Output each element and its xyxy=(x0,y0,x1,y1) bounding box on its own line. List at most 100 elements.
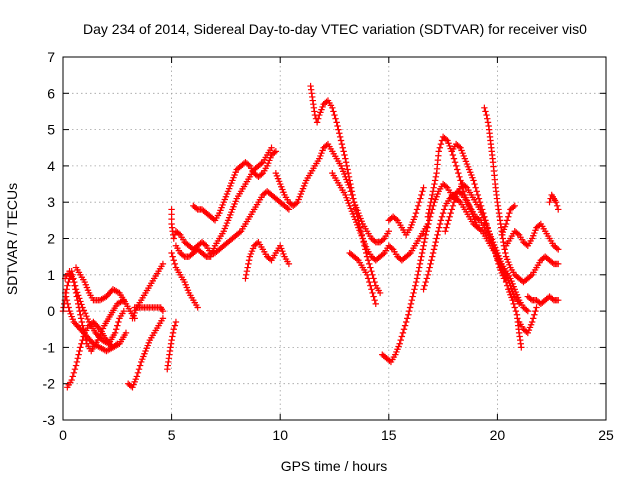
data-point xyxy=(337,137,345,144)
data-point xyxy=(424,271,432,278)
x-tick-label: 15 xyxy=(381,427,397,443)
data-point xyxy=(171,260,179,268)
data-point xyxy=(236,229,243,236)
data-point xyxy=(553,244,560,252)
data-point xyxy=(435,228,442,235)
data-point xyxy=(422,278,429,286)
data-point xyxy=(159,315,167,322)
series-track-17 xyxy=(329,169,432,264)
data-point xyxy=(76,307,83,315)
data-point xyxy=(258,160,265,167)
data-point xyxy=(338,140,346,148)
series-track-28 xyxy=(524,293,562,308)
data-point xyxy=(71,365,79,373)
data-point xyxy=(471,180,478,188)
data-point xyxy=(79,322,86,329)
data-point xyxy=(477,202,485,210)
data-point xyxy=(253,240,261,247)
data-point xyxy=(482,108,489,115)
data-point xyxy=(405,251,413,258)
data-point xyxy=(434,231,441,239)
data-point xyxy=(419,246,427,253)
data-point xyxy=(427,260,434,268)
data-point xyxy=(444,220,451,228)
data-point xyxy=(112,341,120,349)
data-point xyxy=(369,289,376,297)
data-point xyxy=(72,286,79,293)
y-tick-label: 3 xyxy=(47,194,55,210)
y-tick-label: 7 xyxy=(47,49,55,65)
data-point xyxy=(68,376,75,384)
data-point xyxy=(170,326,177,333)
data-point xyxy=(530,315,537,322)
data-point xyxy=(133,373,141,380)
data-point xyxy=(170,257,177,264)
data-point xyxy=(503,217,511,224)
data-point xyxy=(115,318,122,326)
data-point xyxy=(420,286,427,293)
data-point xyxy=(111,329,119,337)
data-point xyxy=(369,271,376,278)
data-point xyxy=(400,326,408,333)
series-track-8 xyxy=(131,304,167,315)
series-track-26 xyxy=(498,202,518,239)
data-point xyxy=(495,260,502,268)
data-point xyxy=(81,310,89,317)
data-point xyxy=(63,286,70,293)
data-point xyxy=(134,369,142,377)
data-point xyxy=(443,224,450,231)
data-point xyxy=(427,199,434,206)
data-point xyxy=(408,297,416,304)
data-point xyxy=(446,213,453,220)
data-point xyxy=(404,315,411,322)
data-point xyxy=(342,155,349,162)
data-point xyxy=(425,220,432,228)
data-point xyxy=(437,140,445,148)
series-track-18 xyxy=(346,249,379,308)
x-tick-label: 0 xyxy=(59,427,67,443)
data-point xyxy=(334,122,341,130)
data-point xyxy=(136,362,144,369)
data-point xyxy=(396,340,403,347)
data-point xyxy=(340,148,347,155)
data-point xyxy=(71,282,78,289)
data-point xyxy=(339,144,346,151)
data-point xyxy=(78,340,85,347)
data-point xyxy=(402,318,410,326)
data-point xyxy=(345,169,352,177)
data-point xyxy=(169,333,176,340)
x-tick-label: 25 xyxy=(598,427,614,443)
x-tick-label: 20 xyxy=(490,427,506,443)
data-point xyxy=(120,307,128,315)
data-point xyxy=(514,230,521,237)
data-point xyxy=(431,177,439,184)
series-track-7 xyxy=(124,315,167,391)
data-point xyxy=(341,151,348,159)
data-point xyxy=(323,142,330,149)
data-point xyxy=(484,119,492,126)
data-point xyxy=(412,278,420,286)
data-point xyxy=(72,289,80,297)
data-point xyxy=(436,220,444,228)
data-point xyxy=(313,119,321,126)
data-point xyxy=(512,307,520,315)
data-point xyxy=(364,257,372,264)
series-track-24 xyxy=(448,140,508,282)
data-point xyxy=(476,199,484,206)
data-point xyxy=(172,318,180,326)
data-point xyxy=(348,188,356,195)
data-point xyxy=(83,312,90,320)
data-point xyxy=(73,293,80,300)
data-point xyxy=(63,297,71,304)
data-point xyxy=(455,197,463,205)
data-point xyxy=(65,304,72,311)
data-point xyxy=(437,217,445,224)
data-point xyxy=(70,369,78,377)
data-point xyxy=(368,267,375,275)
data-point xyxy=(386,357,393,364)
series-track-9 xyxy=(164,318,180,373)
data-point xyxy=(482,217,489,224)
data-point xyxy=(323,98,330,105)
data-point xyxy=(77,311,84,318)
